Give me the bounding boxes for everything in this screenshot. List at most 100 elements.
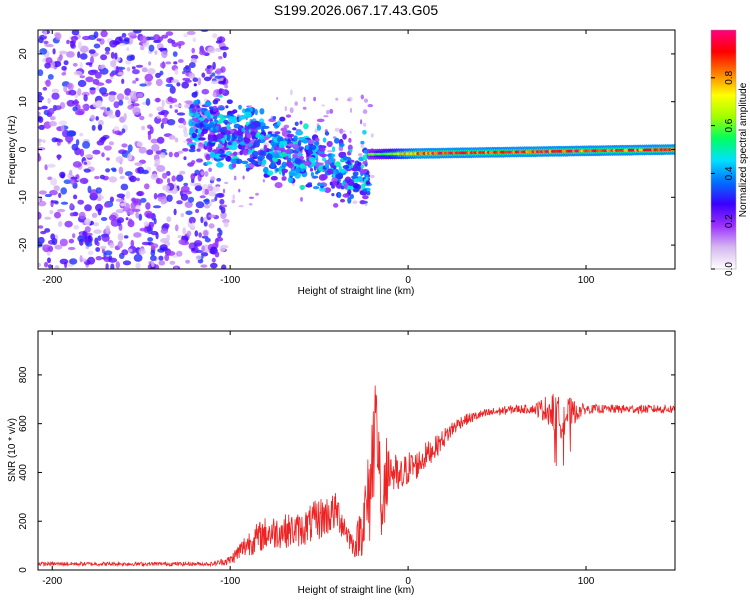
spectrogram-cell [360, 140, 365, 145]
spectrogram-cell [129, 90, 138, 99]
spectrogram-cell [63, 85, 68, 93]
spectrogram-cell [287, 143, 295, 147]
y-tick-label: 200 [18, 512, 29, 529]
spectrogram-cell [77, 235, 84, 242]
spectrogram-cell [259, 108, 265, 115]
y-tick-label: 20 [18, 48, 29, 60]
spectrogram-cell [324, 162, 330, 169]
spectrogram-cell [186, 30, 196, 36]
spectrogram-cell [223, 119, 229, 124]
spectrogram-cell [150, 255, 157, 262]
spectrogram-cell [109, 72, 115, 77]
spectrogram-cell [59, 258, 69, 265]
spectrogram-cell [219, 198, 225, 205]
spectrogram-cell [174, 266, 179, 269]
spectrogram-cell [77, 79, 87, 88]
spectrogram-cell [79, 177, 89, 184]
spectrogram-cell [248, 203, 253, 206]
spectrogram-cell [139, 115, 145, 121]
spectrogram-cell [201, 88, 210, 95]
spectrogram-cell [216, 186, 220, 192]
spectrogram-cell [38, 124, 45, 130]
spectrogram-cell [185, 259, 191, 264]
spectrogram-cell [262, 179, 265, 183]
spectrogram-cell [158, 111, 165, 116]
spectrogram-cell [183, 126, 188, 135]
spectrogram-cell [100, 217, 108, 221]
snr-plot-area [38, 385, 675, 568]
spectrogram-cell [239, 150, 244, 156]
spectrogram-cell [214, 196, 218, 202]
spectrogram-cell [69, 169, 73, 176]
spectrogram-cell [196, 148, 201, 152]
spectrogram-cell [79, 75, 86, 79]
spectrogram-cell [156, 106, 165, 112]
colorbar-label: Normalized spectral amplitude [738, 82, 749, 217]
spectrogram-cell [201, 72, 206, 78]
spectrogram-cell [150, 266, 155, 269]
spectrogram-cell [221, 204, 228, 208]
spectrogram-cell [153, 218, 157, 225]
spectrogram-cell [158, 47, 167, 51]
spectrogram-cell [195, 201, 205, 209]
spectrogram-cell [212, 108, 218, 112]
spectrogram-cell [200, 108, 205, 113]
spectrogram-cell [310, 172, 314, 177]
spectrogram-cell [173, 61, 178, 65]
spectrogram-cell [171, 42, 179, 48]
spectrogram-cell [263, 136, 270, 141]
spectrogram-cell [299, 120, 303, 125]
spectrogram-cell [218, 88, 223, 95]
spectrogram-cell [343, 183, 348, 190]
spectrogram-cell [216, 177, 222, 182]
spectrogram-cell [312, 175, 319, 179]
spectrogram-cell [100, 30, 108, 38]
spectrogram-cell [82, 104, 87, 109]
spectrogram-cell [214, 251, 220, 258]
spectrogram-cell [270, 161, 276, 168]
spectrogram-cell [297, 139, 302, 147]
spectrogram-cell [299, 155, 304, 160]
spectrogram-cell [274, 153, 280, 159]
spectrogram-cell [39, 196, 43, 202]
spectrogram-cell [270, 133, 278, 137]
spectrogram-cell [208, 122, 215, 128]
spectrogram-cell [173, 151, 180, 158]
spectrogram-cell [203, 76, 212, 82]
spectrogram-cell [328, 158, 335, 163]
spectrogram-cell [127, 98, 132, 106]
y-tick-label: 0 [18, 567, 29, 573]
spectrogram-cell [44, 228, 51, 233]
spectrogram-cell [349, 194, 354, 199]
spectrogram-cell [38, 225, 44, 229]
spectrogram-cell [242, 175, 245, 180]
spectrogram-cell [176, 200, 183, 205]
spectrogram-cell [169, 260, 176, 265]
spectrogram-cell [132, 69, 140, 75]
spectrogram-cell [134, 162, 143, 166]
spectrogram-cell [38, 37, 44, 44]
spectrogram-cell [168, 151, 173, 158]
spectrogram-cell [168, 135, 176, 140]
spectrogram-cell [131, 197, 136, 203]
spectrogram-cell [340, 185, 345, 190]
spectrogram-cell [144, 183, 150, 190]
spectrogram-cell [195, 209, 200, 213]
spectrogram-cell [294, 101, 299, 106]
spectrogram-cell [183, 104, 190, 109]
spectrogram-cell [232, 194, 235, 200]
spectrogram-cell [106, 157, 110, 161]
spectrogram-cell [204, 204, 211, 209]
spectrogram-cell [105, 263, 109, 269]
spectrogram-cell [197, 77, 202, 86]
spectrogram-cell [245, 163, 250, 169]
spectrogram-cell [94, 175, 100, 180]
spectrogram-cell [238, 104, 242, 110]
spectrogram-cell [100, 245, 107, 250]
spectrogram-cell [230, 134, 236, 142]
spectrogram-cell [60, 201, 69, 205]
spectrogram-cell [126, 55, 134, 61]
spectrogram-cell [150, 243, 159, 249]
spectrogram-cell [169, 85, 176, 94]
spectrogram-cell [362, 188, 368, 193]
